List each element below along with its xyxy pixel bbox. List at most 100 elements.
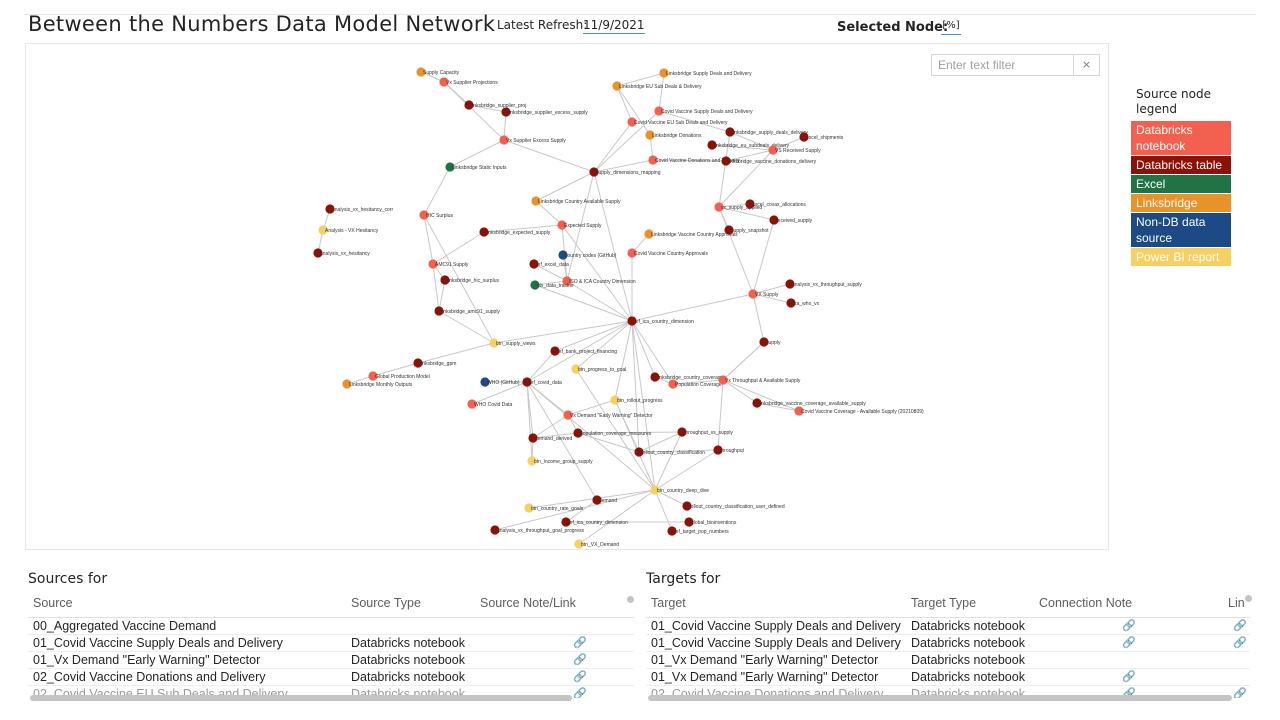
network-node[interactable] bbox=[342, 379, 352, 389]
network-node[interactable] bbox=[659, 68, 669, 78]
clear-filter-button[interactable]: × bbox=[1074, 54, 1100, 76]
network-node[interactable] bbox=[592, 495, 602, 505]
column-header-link[interactable]: Lin bbox=[1228, 596, 1245, 610]
table-row[interactable]: 01_Covid Vaccine Supply Deals and Delive… bbox=[646, 635, 1250, 652]
network-node[interactable] bbox=[682, 501, 692, 511]
network-node[interactable] bbox=[419, 210, 429, 220]
network-node[interactable] bbox=[573, 428, 583, 438]
network-node[interactable] bbox=[562, 276, 572, 286]
targets-horizontal-scrollbar[interactable] bbox=[648, 695, 1232, 701]
legend-item-power-bi-report[interactable]: Power BI report bbox=[1131, 248, 1231, 267]
link-icon[interactable]: 🔗 bbox=[1233, 637, 1247, 649]
network-node[interactable] bbox=[434, 306, 444, 316]
link-icon[interactable]: 🔗 bbox=[573, 654, 587, 666]
network-node[interactable] bbox=[612, 81, 622, 91]
network-node[interactable] bbox=[571, 364, 581, 374]
network-node[interactable] bbox=[368, 371, 378, 381]
network-node[interactable] bbox=[561, 517, 571, 527]
connection-note-link-icon[interactable]: 🔗 bbox=[1122, 688, 1136, 698]
column-header-source-type[interactable]: Source Type bbox=[351, 596, 421, 610]
connection-note-link-icon[interactable]: 🔗 bbox=[1122, 671, 1136, 683]
network-node[interactable] bbox=[445, 162, 455, 172]
targets-vertical-scrollbar[interactable] bbox=[1245, 595, 1252, 602]
network-node[interactable] bbox=[667, 526, 677, 536]
legend-item-databricks-table[interactable]: Databricks table bbox=[1131, 156, 1231, 175]
legend-item-non-db-data-source[interactable]: Non-DB data source bbox=[1131, 213, 1231, 248]
network-node[interactable] bbox=[748, 289, 758, 299]
table-row[interactable]: 01_Vx Demand "Early Warning" Detector Da… bbox=[646, 652, 1250, 669]
column-header-target[interactable]: Target bbox=[651, 596, 686, 610]
column-header-target-type[interactable]: Target Type bbox=[911, 596, 977, 610]
network-node[interactable] bbox=[610, 395, 620, 405]
network-node[interactable] bbox=[563, 410, 573, 420]
column-header-connection-note[interactable]: Connection Note bbox=[1039, 596, 1133, 610]
network-node[interactable] bbox=[721, 156, 731, 166]
table-row[interactable]: 02_Covid Vaccine EU Sub Deals and Delive… bbox=[28, 686, 634, 698]
network-node[interactable] bbox=[713, 445, 723, 455]
legend-item-linksbridge[interactable]: Linksbridge bbox=[1131, 194, 1231, 213]
table-row[interactable]: 02_Covid Vaccine Donations and Delivery … bbox=[646, 686, 1250, 698]
link-icon[interactable]: 🔗 bbox=[573, 671, 587, 683]
table-row[interactable]: 01_Covid Vaccine Supply Deals and Delive… bbox=[28, 635, 634, 652]
connection-note-link-icon[interactable]: 🔗 bbox=[1122, 637, 1136, 649]
network-node[interactable] bbox=[530, 280, 540, 290]
network-node[interactable] bbox=[634, 447, 644, 457]
network-node[interactable] bbox=[627, 248, 637, 258]
network-node[interactable] bbox=[527, 456, 537, 466]
network-node[interactable] bbox=[467, 399, 477, 409]
connection-note-link-icon[interactable]: 🔗 bbox=[1122, 620, 1136, 632]
network-node[interactable] bbox=[490, 525, 500, 535]
network-node[interactable] bbox=[416, 67, 426, 77]
network-node[interactable] bbox=[677, 427, 687, 437]
network-node[interactable] bbox=[650, 485, 660, 495]
network-node[interactable] bbox=[654, 106, 664, 116]
network-node[interactable] bbox=[745, 199, 755, 209]
network-node[interactable] bbox=[558, 250, 568, 260]
network-node[interactable] bbox=[531, 196, 541, 206]
network-node[interactable] bbox=[724, 225, 734, 235]
legend-item-databricks-notebook[interactable]: Databricks notebook bbox=[1131, 121, 1231, 156]
network-node[interactable] bbox=[752, 398, 762, 408]
network-node[interactable] bbox=[524, 503, 534, 513]
network-node[interactable] bbox=[557, 220, 567, 230]
network-node[interactable] bbox=[714, 202, 724, 212]
network-node[interactable] bbox=[464, 100, 474, 110]
table-row[interactable]: 02_Covid Vaccine Donations and Delivery … bbox=[28, 669, 634, 686]
table-row[interactable]: 01_Vx Demand "Early Warning" Detector Da… bbox=[646, 669, 1250, 686]
table-row[interactable]: 00_Aggregated Vaccine Demand bbox=[28, 618, 634, 635]
network-node[interactable] bbox=[627, 117, 637, 127]
network-node[interactable] bbox=[645, 130, 655, 140]
network-node[interactable] bbox=[684, 517, 694, 527]
network-node[interactable] bbox=[522, 377, 532, 387]
network-node[interactable] bbox=[499, 135, 509, 145]
network-node[interactable] bbox=[627, 316, 637, 326]
network-node[interactable] bbox=[768, 145, 778, 155]
network-node[interactable] bbox=[644, 229, 654, 239]
network-node[interactable] bbox=[725, 127, 735, 137]
network-node[interactable] bbox=[794, 406, 804, 416]
table-row[interactable]: 01_Covid Vaccine Supply Deals and Delive… bbox=[646, 618, 1250, 635]
legend-item-excel[interactable]: Excel bbox=[1131, 175, 1231, 194]
network-node[interactable] bbox=[528, 433, 538, 443]
network-node[interactable] bbox=[707, 140, 717, 150]
network-node[interactable] bbox=[313, 248, 323, 258]
network-node[interactable] bbox=[550, 346, 560, 356]
network-node[interactable] bbox=[786, 298, 796, 308]
network-node[interactable] bbox=[501, 107, 511, 117]
link-icon[interactable]: 🔗 bbox=[573, 688, 587, 698]
network-node[interactable] bbox=[759, 337, 769, 347]
selected-node-value[interactable]: [%] bbox=[941, 20, 961, 35]
network-node[interactable] bbox=[718, 375, 728, 385]
network-graph-canvas[interactable]: Supply Capacity Vx Supplier Projections li… bbox=[26, 44, 1109, 550]
network-node[interactable] bbox=[489, 338, 499, 348]
link-icon[interactable]: 🔗 bbox=[1233, 688, 1247, 698]
network-node[interactable] bbox=[428, 259, 438, 269]
network-node[interactable] bbox=[440, 275, 450, 285]
network-node[interactable] bbox=[589, 167, 599, 177]
link-icon[interactable]: 🔗 bbox=[1233, 620, 1247, 632]
link-icon[interactable]: 🔗 bbox=[573, 637, 587, 649]
network-node[interactable] bbox=[439, 77, 449, 87]
sources-vertical-scrollbar[interactable] bbox=[627, 596, 634, 603]
sources-horizontal-scrollbar[interactable] bbox=[30, 695, 572, 701]
network-node[interactable] bbox=[480, 377, 490, 387]
